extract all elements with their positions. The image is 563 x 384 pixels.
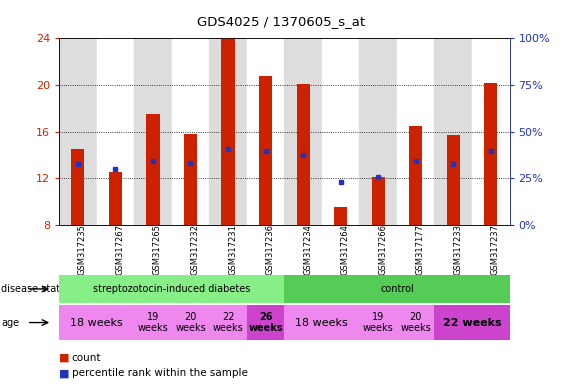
Bar [446,135,460,225]
Bar [59,38,97,225]
Text: GSM317267: GSM317267 [115,224,124,275]
Bar [134,38,172,225]
Text: control: control [380,284,414,294]
Bar [334,207,347,225]
Text: disease state: disease state [1,284,66,294]
Text: 18 weeks: 18 weeks [70,318,123,328]
Text: 26
weeks: 26 weeks [248,312,283,333]
Bar [359,38,397,225]
Text: GSM317177: GSM317177 [415,224,425,275]
Text: GDS4025 / 1370605_s_at: GDS4025 / 1370605_s_at [198,15,365,28]
Text: GSM317266: GSM317266 [378,224,387,275]
Bar [409,126,422,225]
Bar [247,38,284,225]
Text: count: count [72,353,101,363]
Bar [284,38,322,225]
Text: streptozotocin-induced diabetes: streptozotocin-induced diabetes [93,284,251,294]
Bar [146,114,159,225]
Bar [172,38,209,225]
Bar [435,38,472,225]
Text: GSM317236: GSM317236 [266,224,275,275]
Text: GSM317233: GSM317233 [453,224,462,275]
Bar [109,172,122,225]
Bar [297,84,310,225]
Text: 19
weeks: 19 weeks [137,312,168,333]
Text: 18 weeks: 18 weeks [296,318,348,328]
Text: age: age [1,318,19,328]
Bar [472,38,510,225]
Bar [97,38,134,225]
Bar [184,134,197,225]
Text: GSM317234: GSM317234 [303,224,312,275]
Bar [259,76,272,225]
Bar [209,38,247,225]
Text: GSM317264: GSM317264 [341,224,350,275]
Bar [397,38,435,225]
Text: 19
weeks: 19 weeks [363,312,394,333]
Text: 22
weeks: 22 weeks [213,312,243,333]
Bar [484,83,497,225]
Text: 22 weeks: 22 weeks [443,318,501,328]
Bar [72,149,84,225]
Text: GSM317232: GSM317232 [190,224,199,275]
Bar [322,38,359,225]
Text: GSM317231: GSM317231 [228,224,237,275]
Bar [221,38,235,225]
Text: GSM317237: GSM317237 [491,224,500,275]
Text: 20
weeks: 20 weeks [400,312,431,333]
Text: 20
weeks: 20 weeks [175,312,206,333]
Text: ■: ■ [59,353,70,363]
Bar [372,177,385,225]
Text: ■: ■ [59,368,70,378]
Text: GSM317235: GSM317235 [78,224,87,275]
Text: GSM317265: GSM317265 [153,224,162,275]
Text: percentile rank within the sample: percentile rank within the sample [72,368,247,378]
